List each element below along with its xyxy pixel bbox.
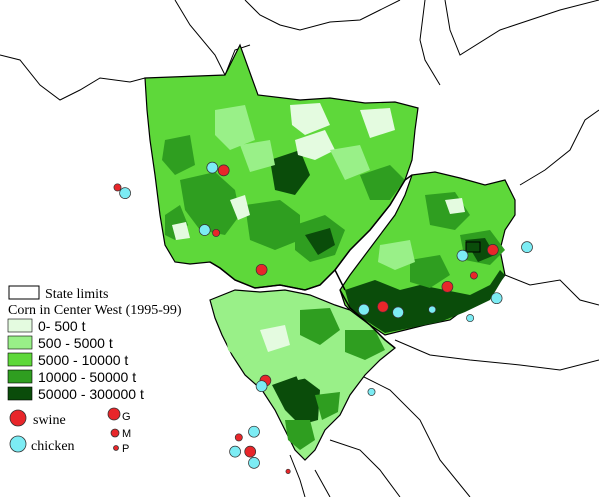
chicken-marker (521, 241, 533, 253)
corn-zone-polygon (305, 228, 335, 255)
legend-swine-label: swine (33, 413, 66, 428)
chicken-marker (248, 425, 260, 438)
legend-swine-icon (9, 409, 27, 427)
legend-size-m-icon (110, 428, 120, 438)
corn-zone-polygon (240, 140, 275, 172)
legend-chicken-icon (9, 435, 27, 453)
chicken-marker (456, 249, 469, 262)
legend-state-limits-label: State limits (45, 287, 108, 302)
swine-marker (441, 280, 454, 293)
corn-zone-polygon (180, 172, 240, 235)
swine-marker (113, 183, 122, 192)
corn-zone-polygon (410, 255, 450, 288)
chicken-marker (466, 314, 475, 323)
corn-zone-polygon (285, 420, 315, 450)
chicken-marker (206, 161, 219, 174)
state-goias (339, 171, 516, 336)
swine-marker (212, 228, 221, 237)
corn-zone-polygon (345, 330, 385, 360)
corn-zone-polygon (345, 270, 505, 333)
corn-zone-polygon (445, 198, 465, 214)
corn-zone-polygon (270, 150, 310, 195)
chicken-marker (490, 292, 503, 305)
corn-zone-polygon (225, 325, 260, 360)
legend-size-m-label: M (122, 428, 131, 440)
legend-state-limits-swatch (8, 285, 40, 300)
legend-class-label-0: 0- 500 t (38, 318, 86, 334)
distrito-federal (465, 241, 481, 253)
corn-zone-polygon (260, 325, 290, 352)
chicken-marker (367, 387, 376, 396)
swine-marker (377, 300, 389, 313)
legend-class-swatch-2 (7, 352, 33, 367)
legend-chicken-label: chicken (31, 439, 75, 454)
chicken-marker (392, 306, 404, 319)
legend-class-label-2: 5000 - 10000 t (38, 352, 128, 368)
legend-class-label-1: 500 - 5000 t (38, 335, 113, 351)
swine-marker (255, 263, 268, 276)
corn-zone-polygon (295, 130, 335, 160)
legend-class-label-4: 50000 - 300000 t (38, 386, 144, 402)
state-limits-lines (209, 174, 413, 349)
corn-zone-polygon (290, 103, 330, 135)
chicken-marker (229, 445, 241, 458)
legend-size-p-label: P (122, 443, 129, 455)
corn-zone-polygon (215, 105, 255, 150)
legend-class-swatch-1 (7, 335, 33, 350)
chicken-marker (255, 380, 268, 393)
chicken-marker (119, 187, 131, 199)
chicken-marker (428, 305, 437, 314)
swine-marker (486, 244, 499, 256)
corn-zone-polygon (172, 222, 190, 240)
corn-zone-polygon (290, 355, 322, 380)
swine-marker (234, 433, 243, 442)
corn-zone-polygon (360, 165, 405, 200)
corn-zone-polygon (330, 145, 370, 180)
state-mato-grosso-do-sul (209, 289, 396, 461)
chicken-marker (248, 457, 260, 469)
swine-marker (244, 445, 257, 458)
corn-zone-polygon (360, 108, 395, 138)
legend-class-swatch-0 (7, 318, 33, 333)
corn-zone-polygon (245, 200, 300, 250)
chicken-marker (358, 303, 370, 316)
legend: State limits Corn in Center West (1995-9… (7, 285, 182, 455)
legend-class-label-3: 10000 - 50000 t (38, 369, 136, 385)
corn-zone-polygon (378, 240, 415, 270)
swine-marker (469, 271, 478, 280)
legend-size-g-icon (107, 407, 121, 421)
legend-title: Corn in Center West (1995-99) (8, 303, 182, 318)
state-mato-grosso (144, 43, 419, 291)
swine-marker (285, 468, 291, 474)
legend-class-swatch-4 (7, 386, 33, 401)
corn-zone-polygon (315, 392, 340, 420)
livestock-markers (113, 161, 533, 474)
corn-zone-polygon (300, 308, 340, 345)
swine-marker (217, 164, 230, 177)
legend-size-g-label: G (122, 411, 131, 423)
corn-zone-polygon (162, 135, 195, 175)
chicken-marker (198, 224, 211, 236)
legend-size-p-icon (113, 445, 119, 451)
corn-zone-polygon (272, 375, 320, 425)
legend-class-swatch-3 (7, 369, 33, 384)
corn-zone-polygon (230, 195, 250, 220)
